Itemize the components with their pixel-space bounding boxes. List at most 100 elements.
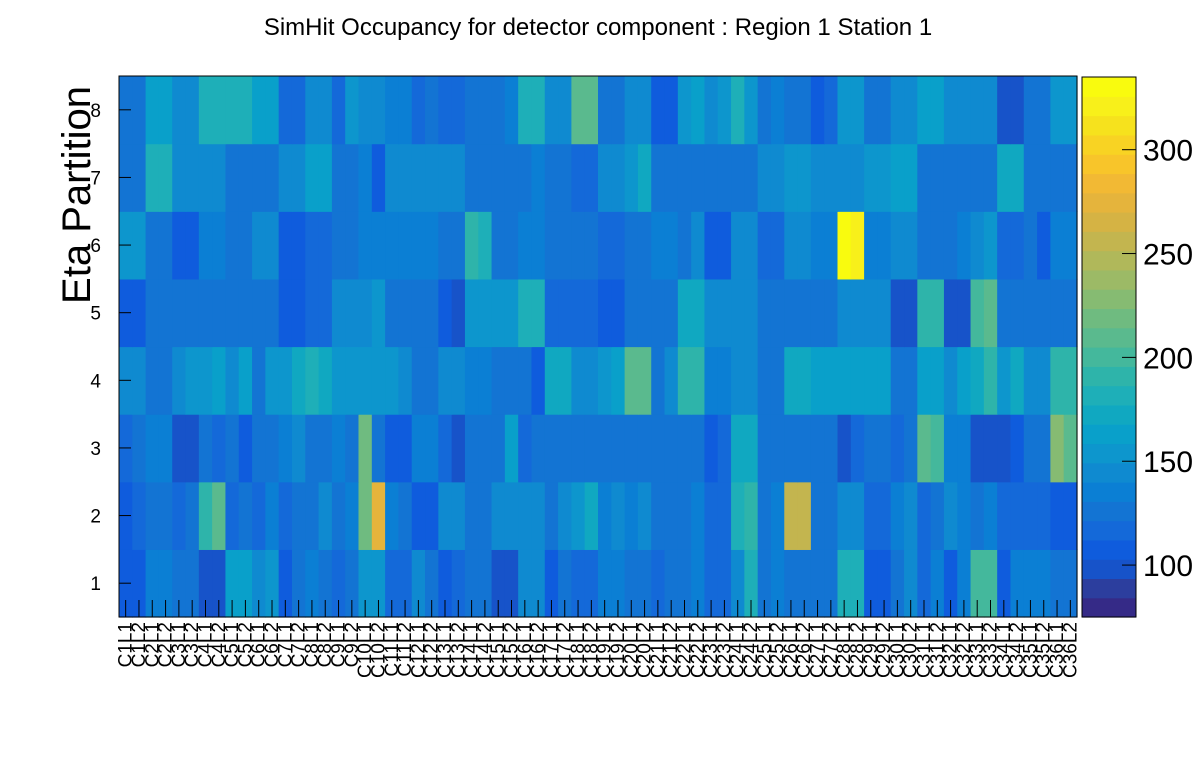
heatmap-cell bbox=[877, 414, 892, 483]
heatmap-cell bbox=[212, 481, 227, 550]
heatmap-cell bbox=[451, 211, 466, 280]
heatmap-cell bbox=[504, 549, 519, 618]
heatmap-cell bbox=[198, 76, 213, 145]
heatmap-cell bbox=[132, 76, 147, 145]
heatmap-cell bbox=[837, 414, 852, 483]
heatmap-cell bbox=[624, 481, 639, 550]
heatmap-cell bbox=[664, 76, 679, 145]
heatmap-cell bbox=[1063, 76, 1078, 145]
color-bar-segment bbox=[1082, 404, 1136, 425]
color-bar-segment bbox=[1082, 520, 1136, 541]
heatmap-cell bbox=[757, 278, 772, 348]
heatmap-cell bbox=[385, 278, 400, 348]
heatmap-cell bbox=[544, 549, 559, 618]
heatmap-cell bbox=[837, 549, 852, 618]
heatmap-cell bbox=[1023, 414, 1038, 483]
heatmap-cell bbox=[584, 143, 599, 212]
heatmap-cell bbox=[265, 76, 280, 145]
heatmap-cell bbox=[970, 278, 985, 348]
heatmap-cell bbox=[371, 211, 386, 280]
heatmap-cell bbox=[850, 76, 865, 145]
heatmap-cell bbox=[212, 414, 227, 483]
heatmap-cell bbox=[598, 346, 612, 415]
heatmap-cell bbox=[850, 481, 865, 550]
heatmap-cell bbox=[598, 143, 612, 212]
x-tick-label: C36L2 bbox=[1060, 622, 1081, 678]
color-bar-segment bbox=[1082, 347, 1136, 367]
heatmap-cell bbox=[198, 143, 213, 212]
heatmap-cell bbox=[1063, 481, 1078, 550]
color-bar-segment bbox=[1082, 250, 1136, 271]
heatmap-cell bbox=[504, 76, 519, 145]
heatmap-cell bbox=[238, 346, 253, 415]
heatmap-cell bbox=[278, 549, 293, 618]
x-tick-label: C10L2 bbox=[368, 622, 389, 678]
heatmap-cell bbox=[717, 76, 732, 145]
heatmap-cell bbox=[731, 211, 745, 280]
heatmap-cell bbox=[558, 143, 572, 212]
heatmap-cell bbox=[983, 76, 998, 145]
heatmap-cell bbox=[624, 278, 639, 348]
heatmap-cell bbox=[318, 481, 333, 550]
heatmap-cell bbox=[411, 211, 426, 280]
heatmap-cell bbox=[544, 346, 559, 415]
color-bar-segment bbox=[1082, 443, 1136, 464]
heatmap-cell bbox=[864, 143, 879, 212]
y-tick-labels: 1 2 3 4 5 6 7 8 bbox=[90, 101, 101, 595]
heatmap-cell bbox=[810, 143, 825, 212]
heatmap-cell bbox=[983, 414, 998, 483]
heatmap-cell bbox=[1050, 143, 1065, 212]
heatmap-cell bbox=[770, 414, 785, 483]
heatmap-cell bbox=[731, 414, 745, 483]
heatmap-cell bbox=[464, 211, 479, 280]
heatmap-cell bbox=[451, 549, 466, 618]
heatmap-cell bbox=[704, 414, 719, 483]
color-bar-tick-label: 200 bbox=[1143, 342, 1193, 375]
x-tick-label: C24L1 bbox=[728, 622, 749, 678]
color-bar-segment bbox=[1082, 424, 1136, 445]
heatmap-cell bbox=[677, 414, 692, 483]
heatmap-cell bbox=[598, 481, 612, 550]
heatmap-cell bbox=[810, 76, 825, 145]
chart-title: SimHit Occupancy for detector component … bbox=[264, 14, 932, 41]
x-tick-label: C19L1 bbox=[595, 622, 616, 678]
heatmap-cell bbox=[571, 278, 586, 348]
heatmap-cell bbox=[451, 414, 466, 483]
heatmap-cell bbox=[212, 549, 227, 618]
color-bar-segment bbox=[1082, 96, 1136, 117]
heatmap-cell bbox=[584, 76, 599, 145]
x-tick-label: C30L2 bbox=[901, 622, 922, 678]
x-tick-label: C8L2 bbox=[315, 622, 336, 667]
heatmap-cell bbox=[850, 211, 865, 280]
x-tick-label: C19L2 bbox=[608, 622, 629, 678]
x-tick-label: C6L1 bbox=[249, 622, 270, 667]
x-tick-label: C35L2 bbox=[1034, 622, 1055, 678]
heatmap-cell bbox=[1023, 549, 1038, 618]
heatmap-cell bbox=[225, 278, 240, 348]
heatmap-cell bbox=[997, 143, 1012, 212]
heatmap-cell bbox=[983, 481, 998, 550]
heatmap-cell bbox=[1063, 346, 1078, 415]
heatmap-cell bbox=[531, 549, 546, 618]
heatmap-cell bbox=[717, 143, 732, 212]
heatmap-cell bbox=[917, 211, 932, 280]
heatmap-cell bbox=[318, 278, 333, 348]
heatmap-cell bbox=[744, 211, 759, 280]
heatmap-cell bbox=[651, 278, 666, 348]
x-tick-label: C9L2 bbox=[342, 622, 363, 667]
heatmap-cell bbox=[1037, 414, 1051, 483]
heatmap-cell bbox=[717, 481, 732, 550]
heatmap-cell bbox=[611, 211, 626, 280]
heatmap-cell bbox=[464, 414, 479, 483]
heatmap-cell bbox=[904, 414, 918, 483]
heatmap-cell bbox=[744, 278, 759, 348]
heatmap-cell bbox=[637, 346, 652, 415]
heatmap-cell bbox=[172, 278, 187, 348]
heatmap-cell bbox=[810, 346, 825, 415]
x-tick-label: C21L2 bbox=[661, 622, 682, 678]
heatmap-cell bbox=[651, 414, 666, 483]
heatmap-cell bbox=[770, 481, 785, 550]
x-tick-label: C34L1 bbox=[994, 622, 1015, 678]
color-bar-segment bbox=[1082, 134, 1136, 155]
heatmap-cell bbox=[997, 549, 1012, 618]
